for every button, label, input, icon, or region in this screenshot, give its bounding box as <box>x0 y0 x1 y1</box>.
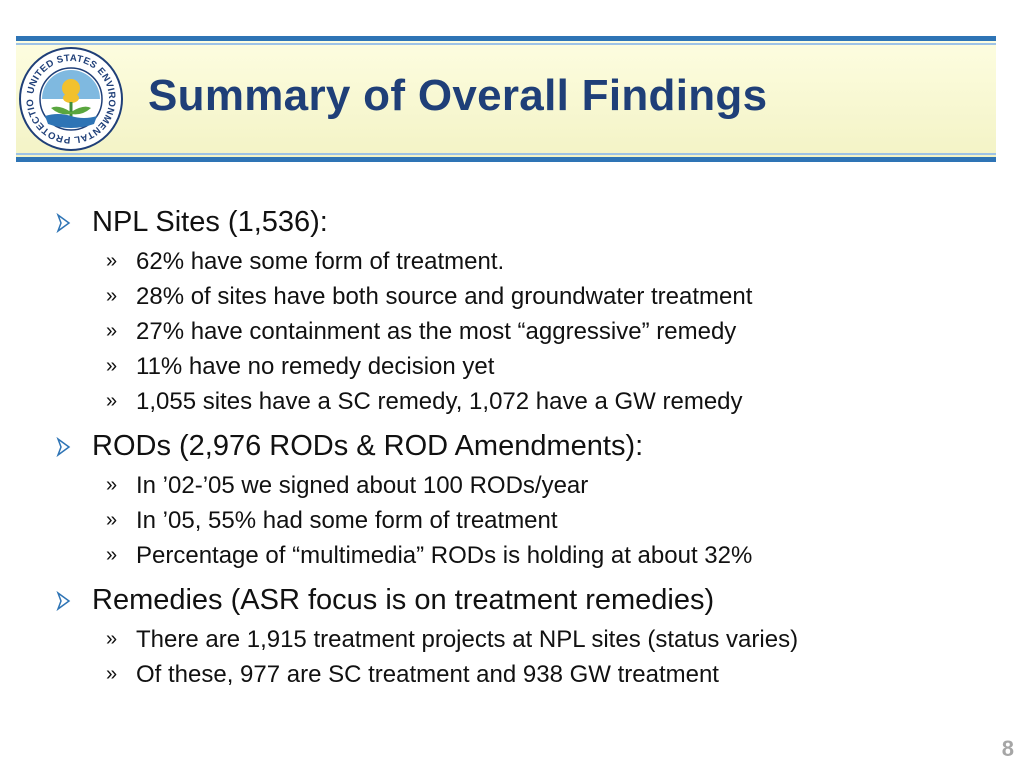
sub-list: » In ’02-’05 we signed about 100 RODs/yea… <box>56 468 996 573</box>
sub-list-item: » There are 1,915 treatment projects at N… <box>106 626 799 653</box>
page-title: Summary of Overall Findings <box>148 71 768 120</box>
sub-list: » 62% have some form of treatment. » 28% o… <box>56 244 996 419</box>
sub-list-item: » 1,055 sites have a SC remedy, 1,072 hav… <box>106 388 743 415</box>
list-item: Remedies (ASR focus is on treatment reme… <box>56 581 996 619</box>
sub-list-item: » In ’02-’05 we signed about 100 RODs/yea… <box>106 472 589 499</box>
sub-list-item: » Percentage of “multimedia” RODs is hold… <box>106 542 753 569</box>
arrow-bullet-icon <box>56 212 71 234</box>
sub-list-item: » 28% of sites have both source and groun… <box>106 283 753 310</box>
title-band: UNITED STATES ENVIRONMENTAL PROTECTION A… <box>16 36 996 162</box>
page-number: 8 <box>1001 736 1014 761</box>
bullet-list: NPL Sites (1,536): » 62% have some form o… <box>56 203 996 692</box>
sub-list-item: » Of these, 977 are SC treatment and 938 … <box>106 661 719 688</box>
list-item: NPL Sites (1,536): <box>56 203 996 241</box>
epa-seal-icon: UNITED STATES ENVIRONMENTAL PROTECTION A… <box>18 46 123 151</box>
list-item: RODs (2,976 RODs & ROD Amendments): <box>56 427 996 465</box>
sub-list-item: » 62% have some form of treatment. <box>106 248 505 275</box>
sub-list: » There are 1,915 treatment projects at N… <box>56 622 996 692</box>
sub-list-item: » 11% have no remedy decision yet <box>106 353 495 380</box>
sub-list-item: » In ’05, 55% had some form of treatment <box>106 507 558 534</box>
arrow-bullet-icon <box>56 590 71 612</box>
sub-list-item: » 27% have containment as the most “aggre… <box>106 318 737 345</box>
arrow-bullet-icon <box>56 436 71 458</box>
